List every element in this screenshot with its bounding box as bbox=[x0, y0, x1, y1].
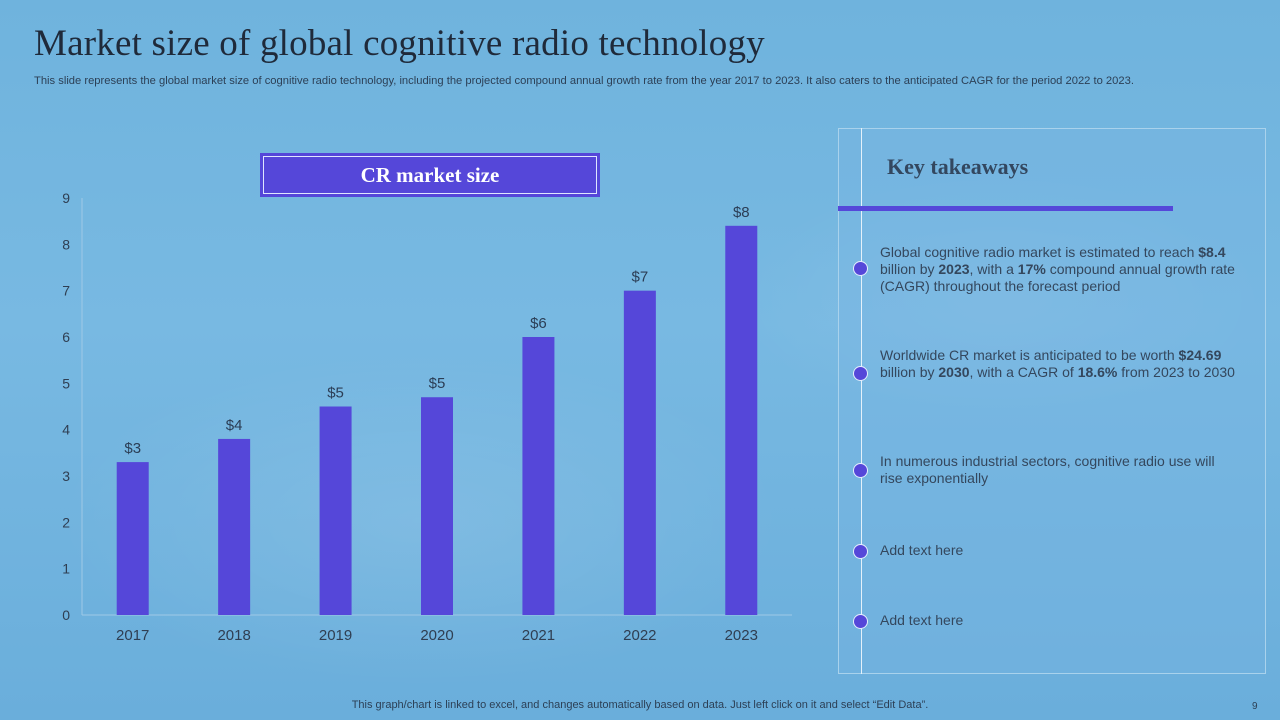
takeaway-text: In numerous industrial sectors, cognitiv… bbox=[880, 453, 1215, 486]
takeaway-text: billion by bbox=[880, 261, 939, 277]
y-tick-label: 1 bbox=[62, 561, 70, 577]
x-tick-label: 2019 bbox=[319, 627, 352, 644]
takeaway-text: billion by bbox=[880, 364, 939, 380]
takeaway-item: In numerous industrial sectors, cognitiv… bbox=[880, 453, 1240, 487]
y-tick-label: 0 bbox=[62, 607, 70, 623]
takeaway-highlight: $24.69 bbox=[1178, 347, 1222, 363]
takeaways-title: Key takeaways bbox=[887, 154, 1029, 179]
takeaway-text: , with a CAGR of bbox=[969, 364, 1078, 380]
takeaways-panel bbox=[838, 128, 1266, 674]
y-tick-label: 4 bbox=[62, 422, 70, 438]
data-label: $3 bbox=[124, 440, 141, 457]
takeaway-highlight: 2030 bbox=[938, 364, 970, 380]
takeaway-text: Worldwide CR market is anticipated to be… bbox=[880, 347, 1179, 363]
data-label: $5 bbox=[429, 375, 446, 392]
y-tick-label: 2 bbox=[62, 514, 70, 530]
takeaway-text: compound annual growth rate (CAGR) throu… bbox=[880, 261, 1235, 294]
takeaway-item: Global cognitive radio market is estimat… bbox=[880, 244, 1240, 295]
data-label: $4 bbox=[226, 417, 243, 434]
chart-title-box: CR market size bbox=[260, 153, 600, 197]
takeaway-item: Worldwide CR market is anticipated to be… bbox=[880, 347, 1240, 381]
x-tick-label: 2020 bbox=[420, 627, 453, 644]
takeaway-text: , with a bbox=[969, 261, 1018, 277]
y-tick-label: 7 bbox=[62, 283, 70, 299]
bar bbox=[319, 406, 352, 615]
bar bbox=[116, 462, 149, 615]
bar bbox=[623, 290, 656, 615]
y-tick-label: 6 bbox=[62, 329, 70, 345]
takeaway-bullet-dot bbox=[853, 463, 868, 478]
page-number: 9 bbox=[1252, 701, 1258, 712]
y-tick-label: 8 bbox=[62, 236, 70, 252]
x-tick-label: 2017 bbox=[116, 627, 149, 644]
y-tick-label: 9 bbox=[62, 190, 70, 206]
data-label: $7 bbox=[632, 269, 649, 286]
x-tick-label: 2021 bbox=[522, 627, 555, 644]
data-label: $8 bbox=[733, 204, 750, 221]
data-label: $5 bbox=[327, 385, 344, 402]
takeaway-bullet-dot bbox=[853, 544, 868, 559]
takeaway-text: Global cognitive radio market is estimat… bbox=[880, 244, 1199, 260]
page-title: Market size of global cognitive radio te… bbox=[34, 23, 765, 64]
takeaway-item: Add text here bbox=[880, 542, 1240, 559]
chart-title: CR market size bbox=[360, 162, 500, 187]
takeaway-highlight: 2023 bbox=[938, 261, 970, 277]
takeaway-bullet-dot bbox=[853, 614, 868, 629]
data-label: $6 bbox=[530, 315, 547, 332]
footer-note: This graph/chart is linked to excel, and… bbox=[351, 699, 929, 711]
takeaway-bullet-dot bbox=[853, 366, 868, 381]
takeaway-item: Add text here bbox=[880, 612, 1240, 629]
takeaway-bullet-dot bbox=[853, 261, 868, 276]
y-tick-label: 3 bbox=[62, 468, 70, 484]
x-tick-label: 2018 bbox=[217, 627, 250, 644]
y-tick-label: 5 bbox=[62, 375, 70, 391]
page-subtitle: This slide represents the global market … bbox=[34, 75, 1134, 87]
bar bbox=[421, 397, 453, 615]
takeaway-highlight: 17% bbox=[1017, 261, 1046, 277]
takeaway-highlight: $8.4 bbox=[1198, 244, 1226, 260]
takeaways-timeline-line bbox=[861, 128, 862, 674]
bar bbox=[522, 337, 555, 615]
takeaway-text: from 2023 to 2030 bbox=[1117, 364, 1235, 380]
bar bbox=[725, 225, 758, 616]
takeaways-underline bbox=[838, 206, 1173, 211]
takeaway-text: Add text here bbox=[880, 612, 964, 628]
x-tick-label: 2023 bbox=[725, 627, 758, 644]
takeaway-highlight: 18.6% bbox=[1077, 364, 1118, 380]
takeaway-text: Add text here bbox=[880, 542, 964, 558]
bar bbox=[218, 438, 251, 615]
x-tick-label: 2022 bbox=[623, 627, 656, 644]
